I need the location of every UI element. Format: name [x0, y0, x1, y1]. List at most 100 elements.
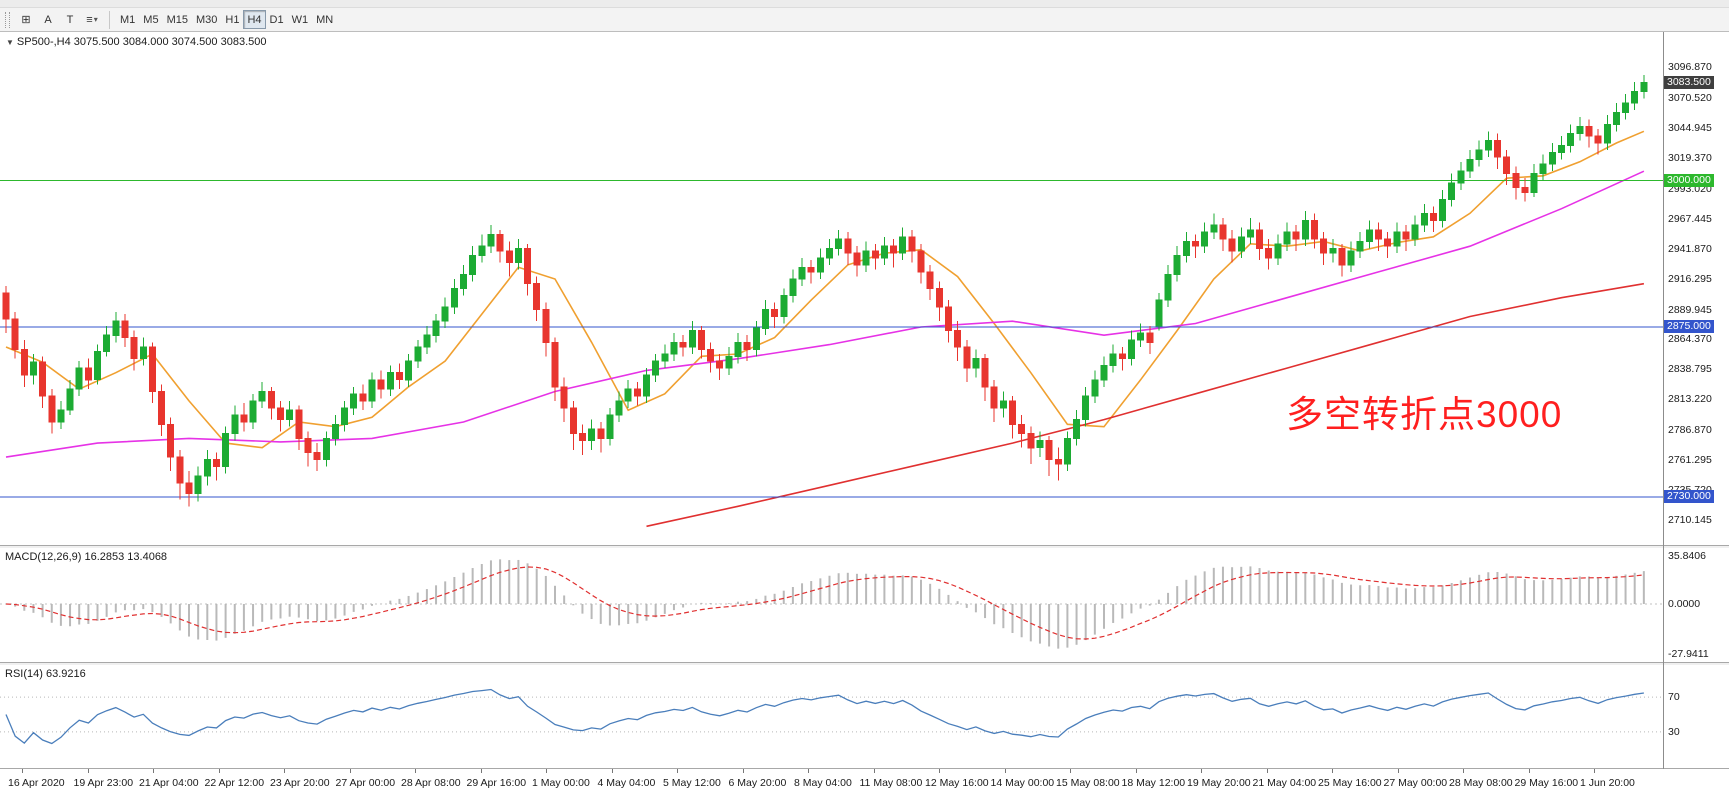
- rsi-indicator-label: RSI(14) 63.9216: [5, 668, 86, 680]
- time-axis-tick: [1266, 769, 1268, 773]
- price-scale-label: 2864.370: [1668, 333, 1712, 346]
- timeframe-button-M30[interactable]: M30: [195, 13, 218, 26]
- window-top-strip: [0, 0, 1729, 8]
- rsi-level-label: 30: [1668, 725, 1680, 738]
- price-badge-3000.000: 3000.000: [1664, 173, 1714, 187]
- time-axis-tick: [1070, 769, 1071, 773]
- pane-separator-rsi[interactable]: [0, 662, 1729, 665]
- timeframe-button-group: M1 M5 M15 M30 H1 H4 D1 W1 MN: [116, 10, 337, 29]
- price-scale-label: 3070.520: [1668, 91, 1712, 104]
- price-badge-3083.500: 3083.500: [1664, 75, 1714, 89]
- time-axis-tick: [677, 769, 678, 773]
- timeframe-button-W1[interactable]: W1: [291, 13, 309, 26]
- timeframe-button-M1[interactable]: M1: [120, 13, 136, 26]
- time-axis-tick: [480, 769, 482, 773]
- time-axis-label: 29 Apr 16:00: [466, 777, 527, 789]
- candlestick-chart[interactable]: [0, 34, 1663, 545]
- time-axis-label: 21 May 04:00: [1252, 777, 1317, 789]
- time-axis-tick: [1201, 769, 1202, 773]
- chart-toolbar: ⊞ A T ≡ ▾ M1 M5 M15 M30 H1 H4 D1 W1 MN: [0, 8, 1729, 32]
- time-axis-label: 19 Apr 23:00: [73, 777, 134, 789]
- time-axis-tick: [873, 769, 875, 773]
- time-axis-tick: [284, 769, 285, 773]
- chevron-down-icon: ▾: [93, 15, 98, 24]
- timeframe-button-MN[interactable]: MN: [316, 13, 334, 26]
- chart-region: ▼ SP500-,H4 3075.500 3084.000 3074.500 30…: [0, 32, 1729, 796]
- time-axis-label: 19 May 20:00: [1187, 777, 1251, 789]
- time-axis-label: 16 Apr 2020: [8, 777, 65, 789]
- price-scale-label: 2941.870: [1668, 242, 1712, 255]
- time-axis-label: 28 Apr 08:00: [401, 777, 461, 789]
- macd-scale-label: 0.0000: [1668, 598, 1701, 610]
- chart-ohlc-text: SP500-,H4 3075.500 3084.000 3074.500 308…: [16, 36, 267, 48]
- time-axis-tick: [349, 769, 351, 773]
- chart-ohlc-header: ▼ SP500-,H4 3075.500 3084.000 3074.500 30…: [6, 36, 266, 48]
- time-axis-tick: [1463, 769, 1464, 773]
- time-axis-tick: [808, 769, 809, 773]
- price-scale-label: 2967.445: [1668, 212, 1712, 225]
- time-axis-tick: [218, 769, 220, 773]
- time-axis-tick: [1594, 769, 1595, 773]
- price-scale-border: [1663, 32, 1664, 769]
- macd-indicator-label: MACD(12,26,9) 16.2853 13.4068: [5, 551, 168, 563]
- time-axis-tick: [1528, 769, 1530, 773]
- price-scale-label: 2710.145: [1668, 514, 1712, 527]
- text-box-tool-button[interactable]: T: [66, 13, 74, 26]
- timeframe-button-D1[interactable]: D1: [269, 13, 284, 26]
- time-axis-label: 27 May 00:00: [1383, 777, 1448, 789]
- time-axis-label: 23 Apr 20:00: [270, 777, 330, 789]
- price-scale-label: 2889.945: [1668, 303, 1712, 316]
- toolbar-drag-handle[interactable]: [5, 11, 10, 28]
- time-axis-label: 27 Apr 00:00: [335, 777, 396, 789]
- time-axis-label: 6 May 20:00: [728, 777, 787, 789]
- line-studies-tool-button[interactable]: ≡ ▾: [86, 13, 98, 26]
- time-axis-label: 11 May 08:00: [859, 777, 923, 789]
- rsi-line: [5, 688, 1644, 745]
- toolbar-separator: [109, 10, 110, 29]
- time-axis-tick: [1135, 769, 1137, 773]
- time-axis-tick: [939, 769, 940, 773]
- time-axis-tick: [22, 769, 23, 773]
- time-axis-tick: [1004, 769, 1006, 773]
- timeframe-button-H4[interactable]: H4: [243, 10, 266, 29]
- toolbar-left-buttons: ⊞ A T ≡ ▾: [15, 10, 103, 29]
- time-axis-tick: [87, 769, 89, 773]
- rsi-level-label: 70: [1668, 691, 1680, 704]
- pane-separator-macd[interactable]: [0, 545, 1729, 548]
- text-annotation-tool-button[interactable]: A: [44, 13, 52, 26]
- time-axis-tick: [611, 769, 613, 773]
- price-scale-label: 2916.295: [1668, 272, 1712, 285]
- price-scale-label: 2813.220: [1668, 393, 1712, 406]
- time-axis-label: 22 Apr 12:00: [204, 777, 265, 789]
- timeframe-button-H1[interactable]: H1: [225, 13, 240, 26]
- price-scale-label: 3044.945: [1668, 121, 1712, 134]
- price-scale-label: 3019.370: [1668, 151, 1712, 164]
- time-axis-label: 14 May 00:00: [990, 777, 1055, 789]
- time-axis-tick: [742, 769, 744, 773]
- ma-slow-line: [646, 282, 1645, 528]
- time-axis[interactable]: 16 Apr 2020 19 Apr 23:00 21 Apr 04:00 22 Ap…: [0, 769, 1729, 796]
- price-scale-label: 2761.295: [1668, 454, 1712, 467]
- time-axis-label: 12 May 16:00: [925, 777, 989, 789]
- timeframe-button-M15[interactable]: M15: [166, 13, 188, 26]
- time-axis-tick: [546, 769, 547, 773]
- time-axis-label: 18 May 12:00: [1121, 777, 1186, 789]
- chart-grid-tool-button[interactable]: ⊞: [21, 14, 31, 26]
- chart-annotation-text[interactable]: 多空转折点3000: [1286, 394, 1563, 435]
- price-badge-2875.000: 2875.000: [1664, 320, 1714, 334]
- rsi-indicator-pane[interactable]: [0, 665, 1663, 768]
- macd-indicator-pane[interactable]: [0, 548, 1663, 662]
- macd-scale-label: -27.9411: [1668, 648, 1709, 660]
- time-axis-label: 29 May 16:00: [1514, 777, 1579, 789]
- price-scale-label: 3096.870: [1668, 61, 1712, 73]
- timeframe-button-M5[interactable]: M5: [143, 13, 159, 26]
- time-axis-label: 25 May 16:00: [1318, 777, 1382, 789]
- time-axis-label: 21 Apr 04:00: [139, 777, 199, 789]
- macd-scale-label: 35.8406: [1668, 550, 1706, 562]
- time-axis-label: 1 May 00:00: [532, 777, 590, 789]
- time-axis-label: 4 May 04:00: [597, 777, 656, 789]
- time-axis-tick: [415, 769, 416, 773]
- time-axis-tick: [1397, 769, 1399, 773]
- time-axis-label: 28 May 08:00: [1449, 777, 1513, 789]
